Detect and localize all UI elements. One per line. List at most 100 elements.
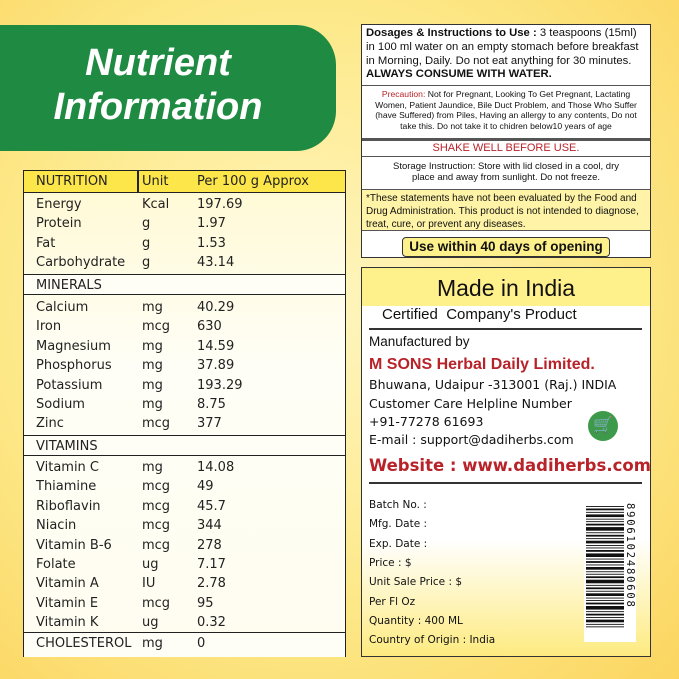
table-row: Potassium mg 193.29: [24, 376, 345, 395]
barcode-bar: [586, 626, 624, 628]
detail-line: Price : $: [369, 556, 412, 569]
nutrient-value: 40.29: [197, 300, 235, 315]
cholesterol-row: CHOLESTEROL mg 0: [24, 632, 345, 657]
nutrient-name: Niacin: [36, 518, 77, 534]
nutrient-name: Sodium: [36, 397, 85, 412]
nutrient-name: Vitamin E: [36, 595, 99, 611]
nutrient-name: Vitamin A: [36, 576, 99, 592]
nutrient-name: Folate: [36, 557, 76, 572]
barcode-bar: [586, 523, 624, 526]
table-row: Carbohydrate g 43.14: [24, 253, 345, 272]
precaution-label: Precaution:: [381, 89, 426, 99]
nutrient-value: 0: [197, 636, 206, 651]
website[interactable]: Website : www.dadiherbs.com: [369, 456, 651, 475]
detail-line: Batch No. :: [369, 499, 427, 511]
nutrient-name: Thiamine: [36, 479, 97, 495]
banner-title-line2: Information: [53, 86, 263, 128]
storage-instruction: Storage Instruction: Store with lid clos…: [362, 157, 650, 190]
barcode-bar: [586, 573, 624, 575]
always-water-notice: ALWAYS CONSUME WITH WATER.: [366, 68, 552, 81]
barcode-bar: [586, 558, 624, 560]
vitamins-section-header: VITAMINS: [24, 435, 345, 456]
header-per-100g: Per 100 g Approx: [197, 174, 309, 189]
barcode-bar: [586, 508, 624, 511]
barcode-bar: [586, 561, 624, 563]
nutrient-value: 197.69: [197, 197, 243, 212]
nutrient-unit: Kcal: [142, 197, 170, 212]
barcode-bar: [586, 571, 624, 573]
nutrient-unit: mcg: [142, 498, 171, 514]
dosage-label: Dosages & Instructions to Use :: [366, 27, 537, 39]
detail-line: Per Fl Oz: [369, 595, 416, 608]
table-row: Vitamin A IU 2.78: [24, 574, 345, 593]
nutrient-value: 8.75: [197, 397, 226, 412]
made-in-india: Made in India: [436, 275, 576, 301]
barcode-bar: [586, 597, 624, 599]
nutrient-value: 377: [197, 416, 222, 432]
nutrient-value: 95: [197, 595, 214, 611]
column-divider: [137, 171, 139, 192]
nutrient-unit: mcg: [142, 416, 171, 432]
table-row: Sodium mg 8.75: [24, 395, 345, 414]
nutrient-value: 7.17: [197, 557, 226, 572]
barcode-bar: [586, 518, 624, 520]
barcode-bar: [586, 600, 624, 601]
nutrient-unit: mg: [142, 377, 163, 393]
barcode-bar: [586, 534, 624, 537]
nutrient-name: CHOLESTEROL: [36, 636, 132, 651]
fda-disclaimer: *These statements have not been evaluate…: [362, 190, 650, 231]
barcode-bar: [586, 514, 624, 518]
nutrient-value: 43.14: [197, 255, 235, 271]
nutrient-value: 37.89: [197, 358, 235, 374]
barcode-bar: [586, 587, 624, 590]
table-row: Riboflavin mcg 45.7: [24, 497, 345, 516]
nutrient-unit: mg: [142, 397, 163, 412]
barcode-bar: [586, 593, 624, 596]
table-header: NUTRITION Unit Per 100 g Approx: [24, 171, 345, 193]
table-row: Fat g 1.53: [24, 234, 345, 253]
detail-line: Exp. Date :: [369, 537, 428, 550]
barcode-bar: [586, 611, 624, 613]
barcode-bar: [586, 532, 624, 534]
email[interactable]: E-mail : support@dadiherbs.com: [369, 432, 574, 447]
barcode-bar: [586, 623, 624, 625]
table-row: Niacin mcg 344: [24, 516, 345, 535]
nutrient-unit: ug: [142, 615, 159, 631]
nutrient-name: Protein: [36, 216, 82, 232]
divider: [369, 328, 642, 330]
nutrient-unit: mg: [142, 358, 163, 374]
detail-line: Mfg. Date :: [369, 518, 428, 531]
nutrient-value: 14.08: [197, 460, 235, 475]
nutrient-value: 49: [197, 479, 214, 495]
table-row: Energy Kcal 197.69: [24, 195, 345, 214]
barcode-bar: [586, 564, 624, 566]
nutrient-unit: mg: [142, 338, 163, 354]
banner-title-line1: Nutrient: [85, 42, 231, 84]
barcode-bar: [586, 547, 624, 549]
nutrient-unit: mcg: [142, 537, 171, 553]
nutrition-table: NUTRITION Unit Per 100 g Approx MINERALS…: [23, 170, 346, 657]
nutrient-name: Vitamin C: [36, 460, 100, 475]
nutrient-information-banner: Nutrient Information: [0, 25, 336, 151]
nutrient-name: Energy: [36, 197, 82, 212]
barcode-bar: [586, 617, 624, 618]
table-row: Calcium mg 40.29: [24, 298, 345, 317]
barcode-bar: [586, 540, 624, 544]
instructions-panel: Dosages & Instructions to Use : 3 teaspo…: [361, 24, 651, 258]
barcode-bar: [586, 521, 624, 523]
table-row: Phosphorus mg 37.89: [24, 356, 345, 375]
section-label: MINERALS: [36, 278, 102, 293]
header-unit: Unit: [142, 174, 169, 189]
barcode: 8906102480608: [584, 503, 636, 642]
barcode-number: 8906102480608: [624, 503, 636, 609]
barcode-bar: [586, 553, 624, 557]
table-row: Protein g 1.97: [24, 214, 345, 233]
nutrient-value: 1.53: [197, 235, 226, 251]
barcode-bar: [586, 584, 624, 586]
nutrient-unit: mg: [142, 300, 163, 315]
table-row: Folate ug 7.17: [24, 555, 345, 574]
nutrient-value: 630: [197, 319, 222, 335]
nutrient-value: 14.59: [197, 338, 235, 354]
nutrient-value: 344: [197, 518, 222, 534]
manufactured-by: Manufactured by: [369, 334, 470, 349]
